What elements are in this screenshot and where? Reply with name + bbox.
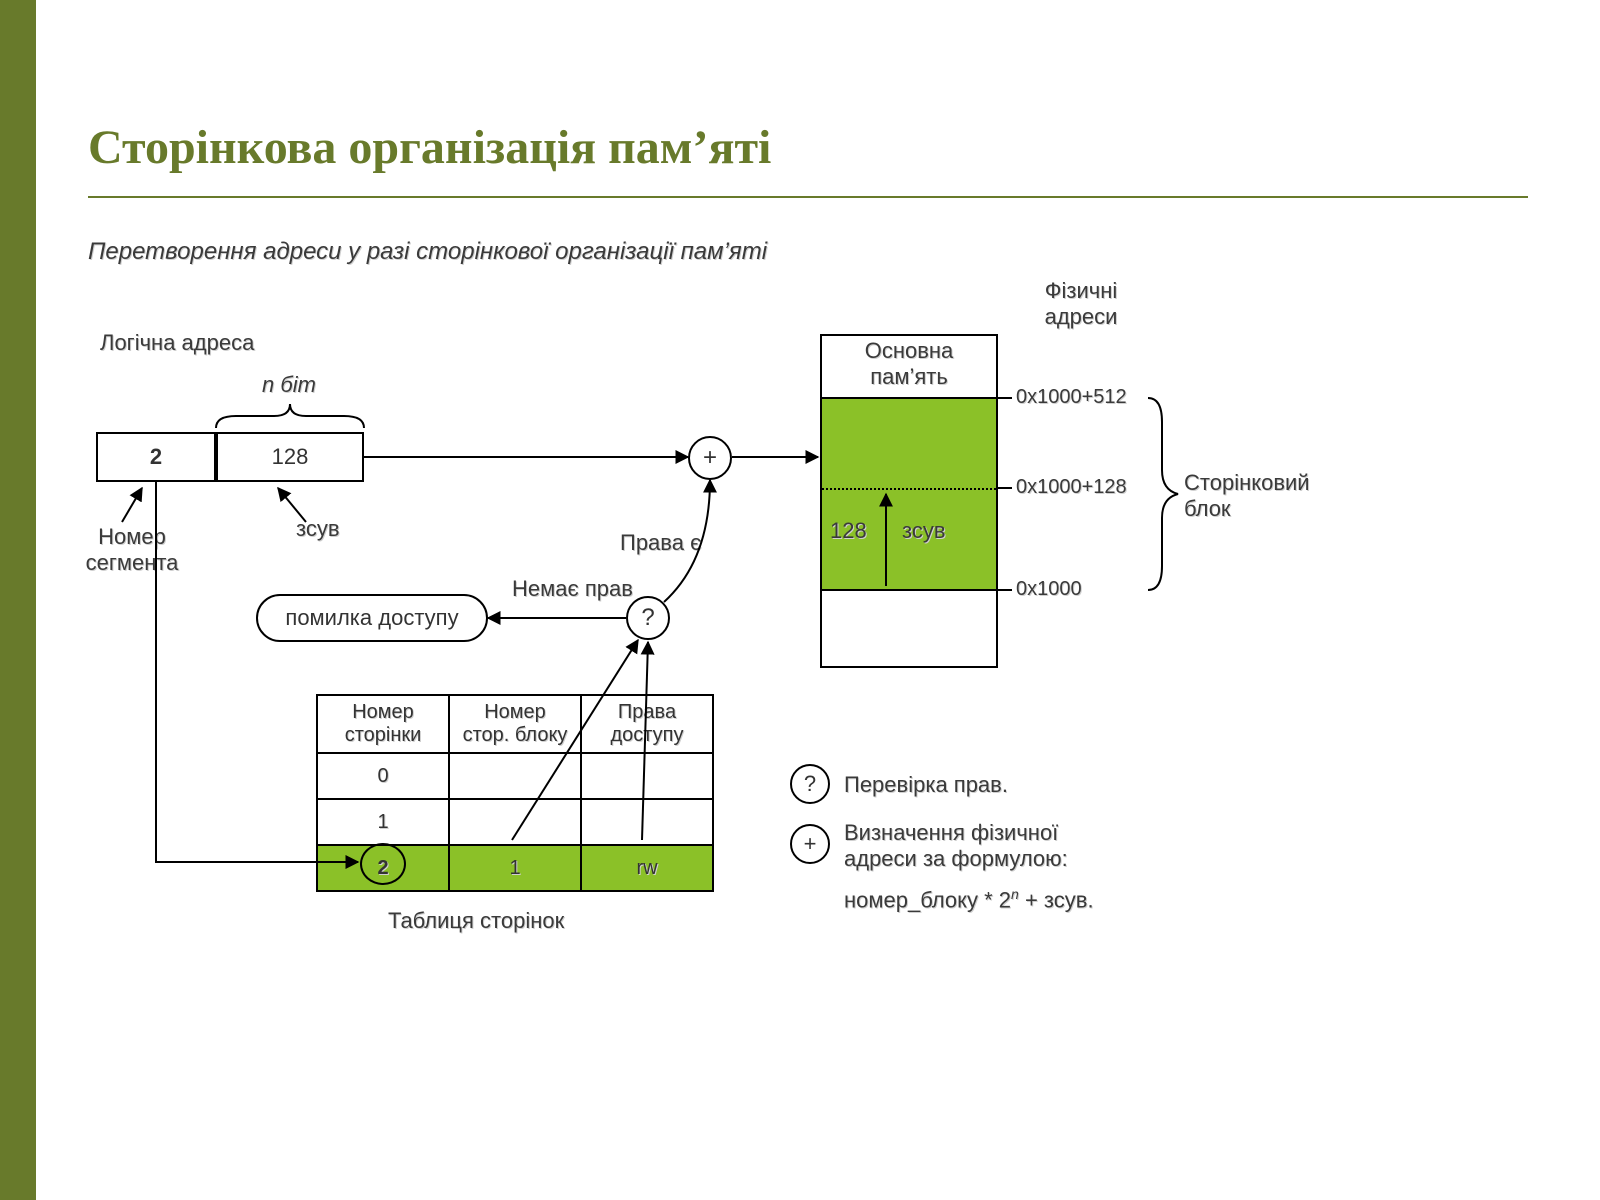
legend-check-text: Перевірка прав. [844, 772, 1008, 798]
memory-ticks [0, 0, 1600, 1200]
label-rights-ok: Права є [620, 530, 701, 556]
accent-bar [0, 0, 36, 1200]
ptable-r1c1 [449, 799, 581, 845]
ptable-r2c1: 1 [449, 845, 581, 891]
ptable-r1c0: 1 [317, 799, 449, 845]
label-logical-address: Логічна адреса [100, 330, 254, 356]
page-title: Сторінкова організація пам’яті [88, 120, 771, 175]
legend-formula: номер_блоку * 2n + зсув. [844, 886, 1094, 913]
label-physical-addresses: Фізичні адреси [1016, 278, 1146, 330]
memory-128: 128 [830, 518, 867, 544]
label-n-bits: n біт [262, 372, 316, 398]
lines-table-to-question [0, 0, 1600, 1200]
label-offset-under: зсув [296, 516, 340, 542]
ptable-r0c0: 0 [317, 753, 449, 799]
line-plus-to-memory [0, 0, 1600, 1200]
box-page-number: 2 [96, 432, 216, 482]
operator-plus: + [688, 436, 732, 480]
label-page-table: Таблиця сторінок [388, 908, 564, 934]
legend-plus-text: Визначення фізичної адреси за формулою: [844, 820, 1068, 872]
addr-top: 0x1000+512 [1016, 386, 1127, 409]
ptable-r2c2: rw [581, 845, 713, 891]
ptable-r1c2 [581, 799, 713, 845]
label-page-block: Сторінковий блок [1184, 470, 1310, 522]
line-pagenum-to-table [0, 0, 1600, 1200]
ptable-r0c2 [581, 753, 713, 799]
brace-page-block [0, 0, 1600, 1200]
subtitle: Перетворення адреси у разі сторінкової о… [88, 238, 767, 266]
label-main-memory: Основна пам’ять [820, 338, 998, 390]
lines-around-question [0, 0, 1600, 1200]
memory-internal-arrow [0, 0, 1600, 1200]
ptable-r0c1 [449, 753, 581, 799]
label-no-rights: Немає прав [512, 576, 633, 602]
ptable-h1: Номер стор. блоку [449, 695, 581, 753]
ptable-h0: Номер сторінки [317, 695, 449, 753]
addr-mid: 0x1000+128 [1016, 476, 1127, 499]
legend-check-icon: ? [790, 764, 830, 804]
line-offset-to-plus [0, 0, 1600, 1200]
ptable-row2-circle [360, 843, 406, 885]
memory-dotted-line [822, 488, 996, 490]
addr-bottom: 0x1000 [1016, 578, 1082, 601]
memory-page-block [822, 398, 996, 590]
arrows-from-labels [0, 0, 1600, 1200]
brace-n-bits [0, 0, 1600, 1200]
legend-plus-icon: + [790, 824, 830, 864]
label-segment-number: Номер сегмента [72, 524, 192, 576]
ellipse-access-error: помилка доступу [256, 594, 488, 642]
ptable-h2: Права доступу [581, 695, 713, 753]
title-rule [88, 196, 1528, 198]
box-offset: 128 [216, 432, 364, 482]
operator-question: ? [626, 596, 670, 640]
memory-offset: зсув [902, 518, 946, 544]
